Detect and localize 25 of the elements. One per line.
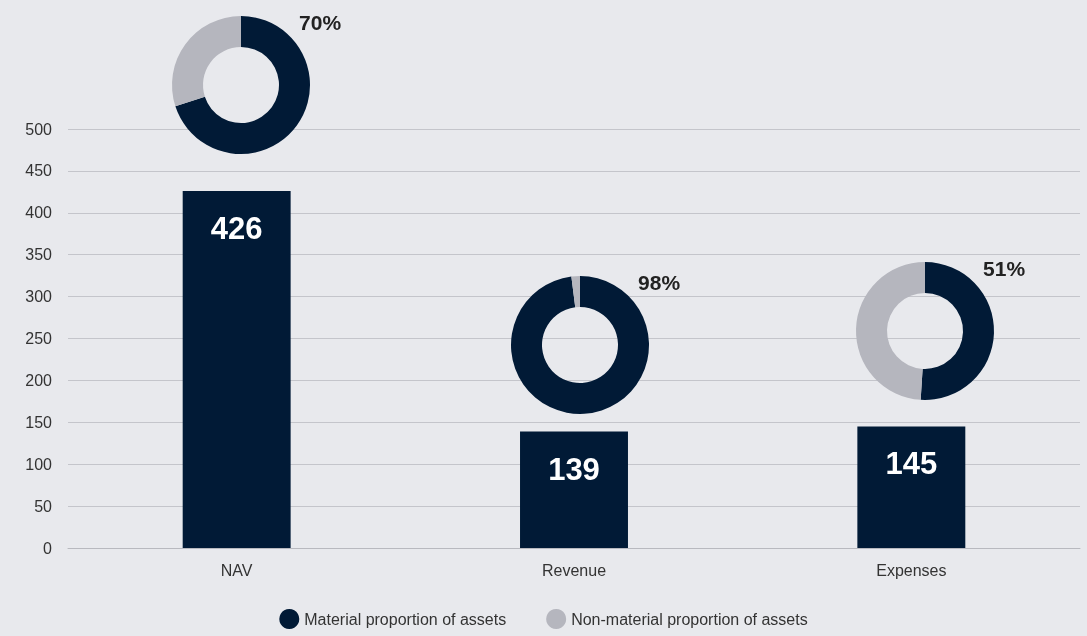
y-tick-label: 200: [25, 371, 53, 389]
legend-label: Material proportion of assets: [304, 610, 507, 628]
x-tick-label: Expenses: [876, 561, 947, 579]
y-tick-label: 350: [25, 246, 53, 264]
data-label: 70%: [299, 10, 342, 34]
legend-label: Non-material proportion of assets: [571, 610, 808, 628]
x-tick-label: NAV: [220, 561, 253, 579]
y-tick-label: 400: [25, 204, 53, 222]
data-label: 51%: [983, 256, 1026, 280]
y-tick-label: 500: [25, 120, 53, 138]
x-tick-label: Revenue: [541, 561, 607, 579]
y-tick-label: 450: [25, 162, 53, 180]
data-label: 98%: [638, 270, 681, 294]
y-tick-label: 0: [43, 539, 53, 557]
data-label: 426: [210, 211, 263, 247]
y-tick-label: 300: [25, 288, 53, 306]
data-label: 145: [885, 446, 938, 482]
y-tick-label: 100: [25, 455, 53, 473]
y-tick-label: 250: [25, 330, 53, 347]
bar: [520, 431, 628, 548]
bar: [182, 191, 291, 548]
bar: [857, 426, 966, 548]
data-label: 139: [548, 451, 600, 487]
y-tick-label: 150: [25, 413, 53, 431]
y-tick-label: 50: [34, 497, 53, 515]
